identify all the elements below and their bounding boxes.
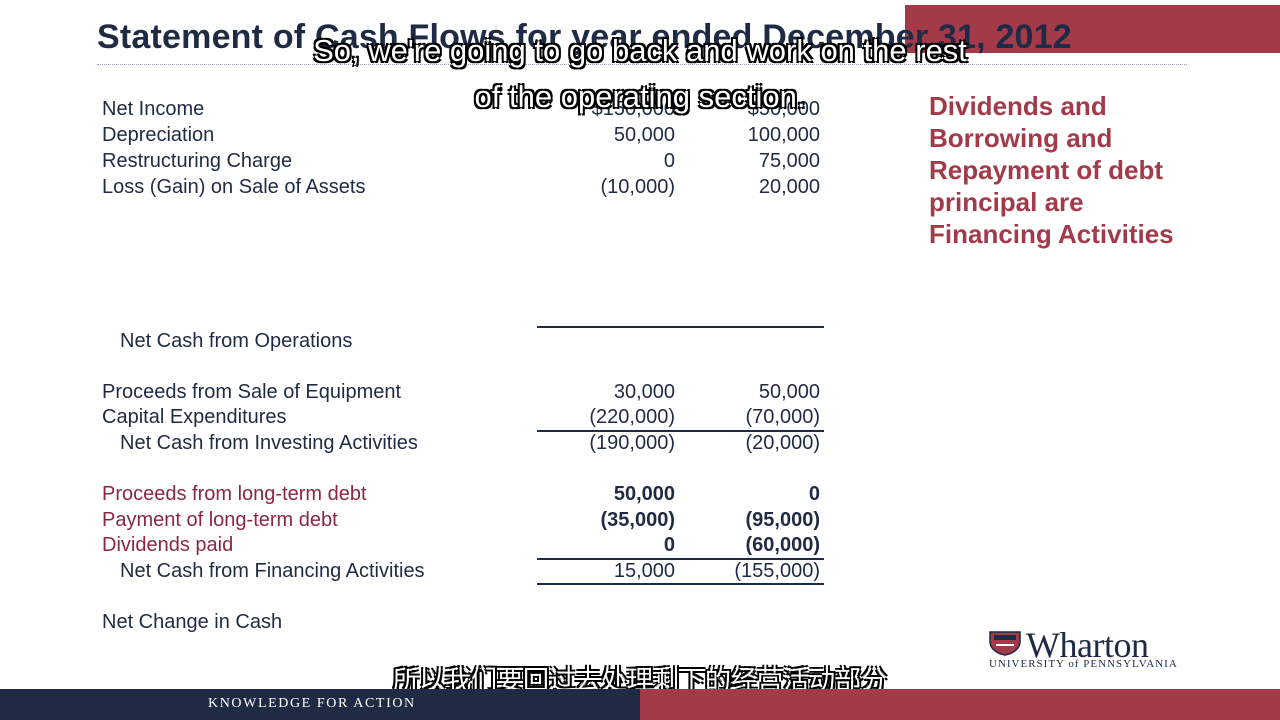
row-label: Net Change in Cash bbox=[102, 611, 283, 633]
row-value-col1: 50,000 bbox=[613, 483, 675, 505]
footer-bar: KNOWLEDGE FOR ACTION bbox=[0, 689, 640, 720]
row-value-col2: (155,000) bbox=[734, 560, 820, 582]
row-label: Restructuring Charge bbox=[102, 150, 293, 172]
row-capex: Capital Expenditures (220,000) (70,000) bbox=[0, 406, 830, 432]
financing-total-rule bbox=[537, 558, 824, 560]
row-value-col2: 50,000 bbox=[758, 381, 820, 403]
logo-university: UNIVERSITY of PENNSYLVANIA bbox=[989, 658, 1178, 670]
row-value-col2: 20,000 bbox=[758, 176, 820, 198]
row-net-income: Net Income $150,000 $50,000 bbox=[0, 98, 830, 124]
subtitle-english: So, we're going to go back and work on t… bbox=[312, 32, 967, 115]
row-label: Dividends paid bbox=[102, 534, 234, 556]
row-depreciation: Depreciation 50,000 100,000 bbox=[0, 124, 830, 150]
row-label: Net Income bbox=[102, 98, 205, 120]
row-loss-gain: Loss (Gain) on Sale of Assets (10,000) 2… bbox=[0, 176, 830, 202]
row-net-cash-operations: Net Cash from Operations bbox=[0, 330, 830, 356]
row-value-col1: 15,000 bbox=[613, 560, 675, 582]
row-value-col1: 50,000 bbox=[613, 124, 675, 146]
operations-total-rule bbox=[537, 326, 824, 328]
row-value-col1: (190,000) bbox=[589, 432, 675, 454]
row-value-col2: 75,000 bbox=[758, 150, 820, 172]
row-label: Proceeds from long-term debt bbox=[102, 483, 367, 505]
row-value-col2: (20,000) bbox=[745, 432, 821, 454]
row-proceeds-equipment: Proceeds from Sale of Equipment 30,000 5… bbox=[0, 381, 830, 407]
footer-accent-bar bbox=[640, 689, 1280, 720]
row-restructuring: Restructuring Charge 0 75,000 bbox=[0, 150, 830, 176]
row-value-col2: $50,000 bbox=[747, 98, 820, 120]
row-label: Net Cash from Operations bbox=[120, 330, 353, 352]
row-value-col1: 30,000 bbox=[613, 381, 675, 403]
row-net-change-cash: Net Change in Cash bbox=[0, 611, 830, 637]
footer-tagline: KNOWLEDGE FOR ACTION bbox=[208, 696, 416, 711]
row-dividends: Dividends paid 0 (60,000) bbox=[0, 534, 830, 560]
row-label: Net Cash from Investing Activities bbox=[120, 432, 418, 454]
row-value-col1: 0 bbox=[663, 150, 675, 172]
row-value-col1: $150,000 bbox=[591, 98, 675, 120]
financing-bottom-rule bbox=[537, 583, 824, 585]
title-divider bbox=[97, 64, 1187, 65]
row-value-col2: 100,000 bbox=[747, 124, 820, 146]
row-net-cash-financing: Net Cash from Financing Activities 15,00… bbox=[0, 560, 830, 586]
row-value-col2: 0 bbox=[808, 483, 820, 505]
row-label: Loss (Gain) on Sale of Assets bbox=[102, 176, 366, 198]
row-value-col1: (10,000) bbox=[600, 176, 676, 198]
shield-icon bbox=[989, 631, 1021, 656]
row-label: Proceeds from Sale of Equipment bbox=[102, 381, 402, 403]
row-label: Depreciation bbox=[102, 124, 215, 146]
row-label: Net Cash from Financing Activities bbox=[120, 560, 425, 582]
row-proceeds-debt: Proceeds from long-term debt 50,000 0 bbox=[0, 483, 830, 509]
investing-total-rule bbox=[537, 430, 824, 432]
header-accent-bar bbox=[905, 5, 1280, 53]
logo-name: Wharton bbox=[1026, 625, 1149, 665]
row-value-col2: (95,000) bbox=[745, 509, 821, 531]
row-value-col1: (220,000) bbox=[589, 406, 675, 428]
row-payment-debt: Payment of long-term debt (35,000) (95,0… bbox=[0, 509, 830, 535]
side-note: Dividends and Borrowing and Repayment of… bbox=[929, 91, 1174, 249]
row-value-col2: (60,000) bbox=[745, 534, 821, 556]
slide-title: Statement of Cash Flows for year ended D… bbox=[97, 18, 1072, 56]
row-net-cash-investing: Net Cash from Investing Activities (190,… bbox=[0, 432, 830, 458]
row-label: Capital Expenditures bbox=[102, 406, 287, 428]
wharton-logo: Wharton UNIVERSITY of PENNSYLVANIA bbox=[988, 625, 1198, 672]
row-value-col1: (35,000) bbox=[600, 509, 676, 531]
row-value-col1: 0 bbox=[663, 534, 675, 556]
row-label: Payment of long-term debt bbox=[102, 509, 338, 531]
row-value-col2: (70,000) bbox=[745, 406, 821, 428]
